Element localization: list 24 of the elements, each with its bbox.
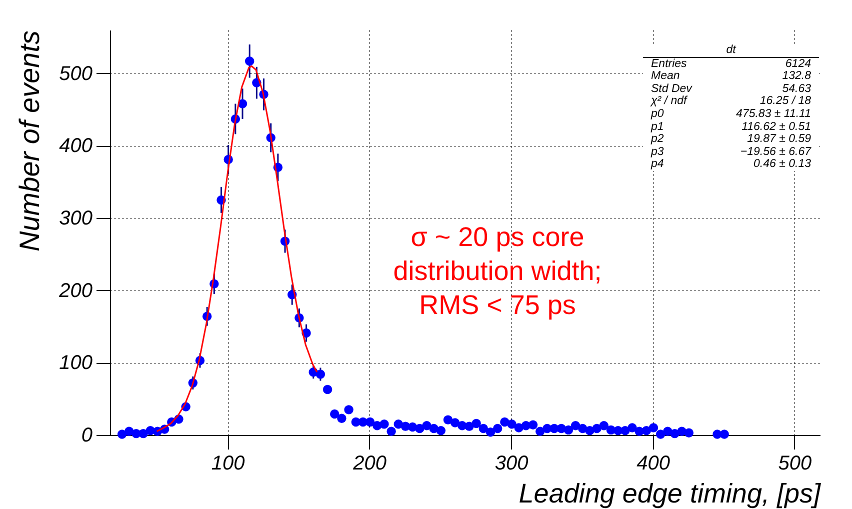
text: χ² / ndf 16.25 / 18 [651,95,811,108]
text: p4 0.46 ± 0.13 [651,158,811,170]
x-tick-label: 200 [352,452,387,474]
text: p0 475.83 ± 11.11 [651,108,811,120]
x-tick-label: 500 [778,452,812,474]
x-axis-title: Leading edge timing, [ps] [518,478,822,508]
y-axis-title: Number of events [14,30,46,252]
x-tick-label: 400 [636,452,670,474]
annotation: σ ~ 20 ps core distribution width; RMS < 75 ps [392,221,603,322]
text: Std Dev 54.63 [651,82,811,95]
text: p1 116.62 ± 0.51 [651,120,811,133]
y-tick-label: 100 [59,352,92,374]
text: Mean 132.8 [651,70,811,82]
y-tick-label: 500 [59,62,92,85]
text: p2 19.87 ± 0.59 [651,133,811,146]
text: Entries 6124 [651,58,811,70]
x-tick-label: 300 [494,452,528,474]
text: p3 −19.56 ± 6.67 [651,146,811,158]
x-tick-label: 100 [211,452,245,474]
y-tick-label: 400 [59,135,92,158]
y-tick-label: 0 [81,424,92,446]
annotation: dt [643,44,819,58]
y-tick-label: 200 [58,280,92,302]
y-tick-label: 300 [59,208,92,230]
